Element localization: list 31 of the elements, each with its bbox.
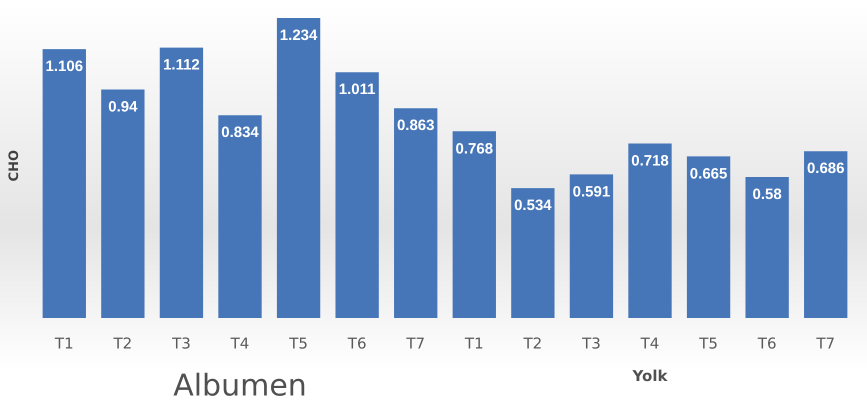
data-label: 1.112 — [163, 56, 200, 74]
data-label: 1.234 — [280, 27, 318, 44]
x-tick-label: T4 — [640, 334, 660, 352]
text: Yolk — [632, 367, 668, 385]
x-tick-label: T3 — [171, 334, 191, 352]
data-label: 1.011 — [338, 81, 376, 98]
x-tick-label: T2 — [112, 334, 132, 352]
x-tick-label: T2 — [522, 334, 542, 352]
data-label: 0.94 — [108, 98, 138, 116]
text: Albumen — [173, 368, 307, 404]
x-tick-label: T6 — [346, 334, 366, 352]
data-label: 0.863 — [396, 117, 434, 134]
x-tick-label: T1 — [464, 334, 484, 352]
x-tick-label: T5 — [288, 334, 308, 352]
y-axis-title: CHO — [7, 150, 22, 182]
data-label: 0.686 — [806, 160, 844, 178]
x-tick-label: T7 — [405, 334, 426, 352]
x-tick-label: T1 — [54, 334, 74, 352]
data-label: 0.834 — [221, 124, 260, 142]
x-tick-label: T6 — [756, 334, 776, 352]
data-label: 0.718 — [631, 152, 669, 170]
x-tick-label: T4 — [230, 334, 250, 352]
x-tick-label: T3 — [581, 334, 601, 352]
x-tick-label: T7 — [815, 334, 836, 352]
data-label: 0.665 — [690, 165, 728, 182]
data-label: 0.58 — [752, 186, 782, 203]
data-label: 0.534 — [514, 197, 552, 214]
data-label: 0.768 — [456, 140, 494, 158]
x-tick-label: T5 — [698, 334, 718, 352]
data-label: 1.106 — [46, 58, 84, 76]
data-label: 0.591 — [572, 183, 610, 200]
